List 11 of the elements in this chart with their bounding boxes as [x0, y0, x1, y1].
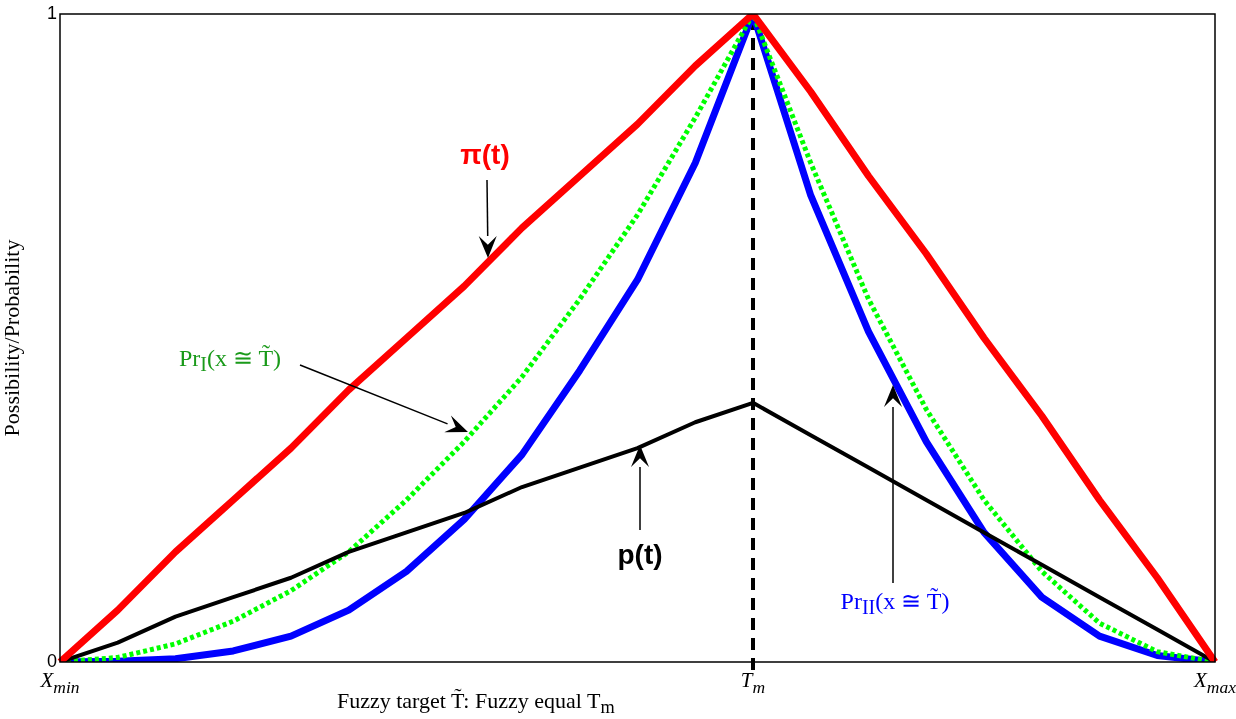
x-axis-title: Fuzzy target T̃: Fuzzy equal T$_{m}$ [336, 687, 615, 719]
x-tick-label: X$_{max}$ [1194, 668, 1236, 698]
annotation: Pr$_{II}$(x ≅ T̃) [840, 586, 950, 620]
annotation: Pr$_{I}$(x ≅ T̃) [178, 343, 282, 377]
x-tick-label: T$_{m}$ [740, 668, 766, 698]
y-axis-title: Possibility/Probability [0, 239, 24, 437]
annotation: π(t) [460, 139, 510, 171]
y-tick-label: 0 [46, 650, 57, 671]
annotation: p(t) [617, 539, 663, 571]
x-tick-label: X$_{min}$ [40, 668, 80, 698]
y-tick-label: 1 [46, 2, 57, 23]
